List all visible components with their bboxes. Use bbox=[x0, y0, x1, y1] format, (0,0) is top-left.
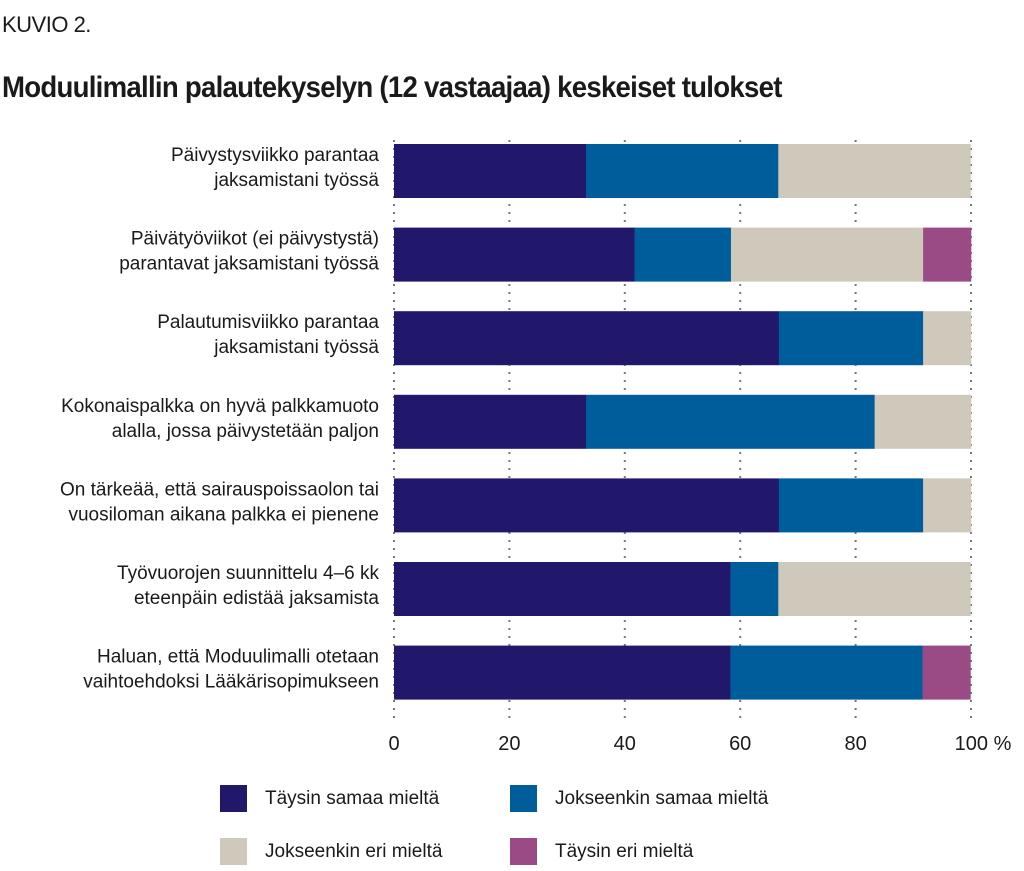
bar-segment bbox=[586, 394, 875, 449]
category-label: alalla, jossa päivystetään paljon bbox=[112, 421, 379, 442]
category-label: jaksamistani työssä bbox=[213, 170, 379, 191]
bar-segment bbox=[922, 645, 971, 700]
category-label: Palautumisviikko parantaa bbox=[157, 312, 379, 333]
x-tick-label: 100 % bbox=[955, 733, 1012, 755]
x-tick-label: 0 bbox=[388, 733, 399, 755]
category-label: eteenpäin edistää jaksamista bbox=[134, 588, 379, 609]
bar-segment bbox=[923, 311, 972, 366]
category-label: vuosiloman aikana palkka ei pienene bbox=[68, 504, 379, 525]
bar-segment bbox=[923, 227, 972, 282]
bar-segment bbox=[394, 562, 731, 616]
x-tick-label: 20 bbox=[498, 733, 520, 755]
bar-segment bbox=[923, 478, 972, 533]
category-label: jaksamistani työssä bbox=[213, 337, 379, 358]
figure-label: KUVIO 2. bbox=[2, 12, 91, 37]
bar-segment bbox=[586, 144, 779, 198]
bar-segment bbox=[874, 394, 972, 449]
category-label: Työvuorojen suunnittelu 4–6 kk bbox=[117, 563, 379, 584]
category-label: Haluan, että Moduulimalli otetaan bbox=[97, 647, 379, 668]
bar-segment bbox=[778, 562, 971, 616]
bar-segment bbox=[394, 645, 731, 700]
bar-segment bbox=[778, 144, 971, 198]
x-tick-labels: 0 20 40 60 80 100 % bbox=[388, 733, 1011, 755]
bars bbox=[394, 144, 972, 700]
bar-segment bbox=[394, 227, 635, 282]
bar-segment bbox=[394, 311, 780, 366]
category-label: Päivätyöviikot (ei päivystystä) bbox=[131, 229, 379, 250]
x-tick-label: 40 bbox=[614, 733, 636, 755]
bar-segment bbox=[730, 562, 779, 616]
x-tick-label: 60 bbox=[729, 733, 751, 755]
bar-segment bbox=[730, 645, 923, 700]
bar-segment bbox=[778, 478, 924, 533]
bar-segment bbox=[394, 144, 587, 198]
category-label: Kokonaispalkka on hyvä palkkamuoto bbox=[61, 396, 379, 417]
bar-segment bbox=[778, 311, 924, 366]
bar-segment bbox=[634, 227, 732, 282]
category-label: On tärkeää, että sairauspoissaolon tai bbox=[60, 479, 379, 500]
bar-segment bbox=[394, 394, 587, 449]
x-tick-label: 80 bbox=[844, 733, 866, 755]
category-label: vaihtoehdoksi Lääkärisopimukseen bbox=[83, 672, 379, 693]
category-label: Päivystysviikko parantaa bbox=[171, 145, 379, 166]
bar-segment bbox=[394, 478, 780, 533]
category-label: parantavat jaksamistani työssä bbox=[119, 254, 379, 275]
chart-title: Moduulimallin palautekyselyn (12 vastaaj… bbox=[2, 71, 782, 104]
bar-segment bbox=[730, 227, 924, 282]
category-labels: Päivystysviikko parantaa jaksamistani työ… bbox=[60, 145, 379, 693]
